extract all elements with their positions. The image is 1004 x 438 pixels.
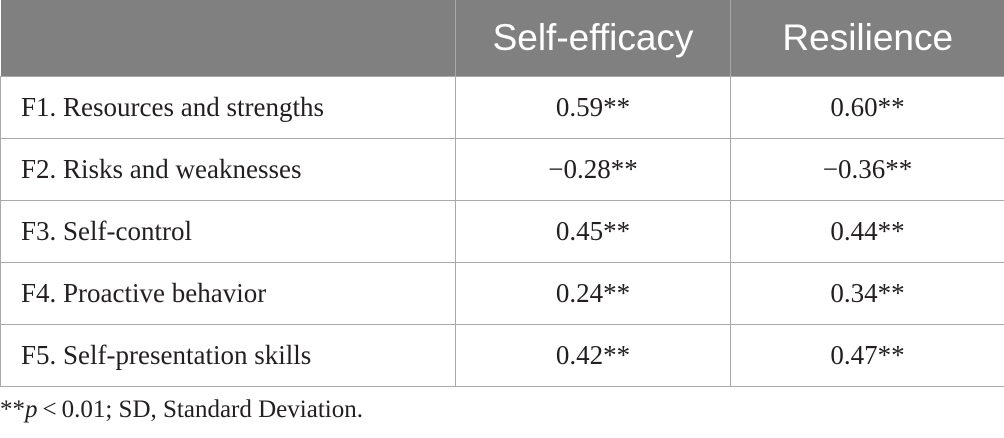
table-header-row: Self-efficacy Resilience <box>0 0 1004 77</box>
correlation-table-container: Self-efficacy Resilience F1. Resources a… <box>0 0 1004 387</box>
table-row: F3. Self-control 0.45** 0.44** <box>0 200 1004 263</box>
row-label: F3. Self-control <box>0 200 456 263</box>
self-efficacy-value: 0.59** <box>455 76 731 139</box>
resilience-value: 0.60** <box>730 76 1004 139</box>
resilience-value: 0.47** <box>730 324 1004 387</box>
footnote-significance-marker: ** <box>0 396 25 423</box>
row-label: F5. Self-presentation skills <box>0 324 456 387</box>
table-row: F2. Risks and weaknesses −0.28** −0.36** <box>0 138 1004 201</box>
resilience-value: −0.36** <box>730 138 1004 201</box>
header-empty-cell <box>0 0 456 77</box>
row-label: F4. Proactive behavior <box>0 262 456 325</box>
row-label: F2. Risks and weaknesses <box>0 138 456 201</box>
header-self-efficacy: Self-efficacy <box>455 0 731 77</box>
table-footnote: **p < 0.01; SD, Standard Deviation. <box>0 396 363 424</box>
row-label: F1. Resources and strengths <box>0 76 456 139</box>
resilience-value: 0.44** <box>730 200 1004 263</box>
self-efficacy-value: 0.42** <box>455 324 731 387</box>
correlation-table: Self-efficacy Resilience F1. Resources a… <box>0 0 1004 387</box>
table-row: F4. Proactive behavior 0.24** 0.34** <box>0 262 1004 325</box>
self-efficacy-value: 0.24** <box>455 262 731 325</box>
table-row: F5. Self-presentation skills 0.42** 0.47… <box>0 324 1004 387</box>
self-efficacy-value: 0.45** <box>455 200 731 263</box>
resilience-value: 0.34** <box>730 262 1004 325</box>
footnote-text: < 0.01; SD, Standard Deviation. <box>37 396 363 423</box>
header-resilience: Resilience <box>730 0 1004 77</box>
self-efficacy-value: −0.28** <box>455 138 731 201</box>
footnote-p-symbol: p <box>25 396 38 423</box>
table-row: F1. Resources and strengths 0.59** 0.60*… <box>0 76 1004 139</box>
